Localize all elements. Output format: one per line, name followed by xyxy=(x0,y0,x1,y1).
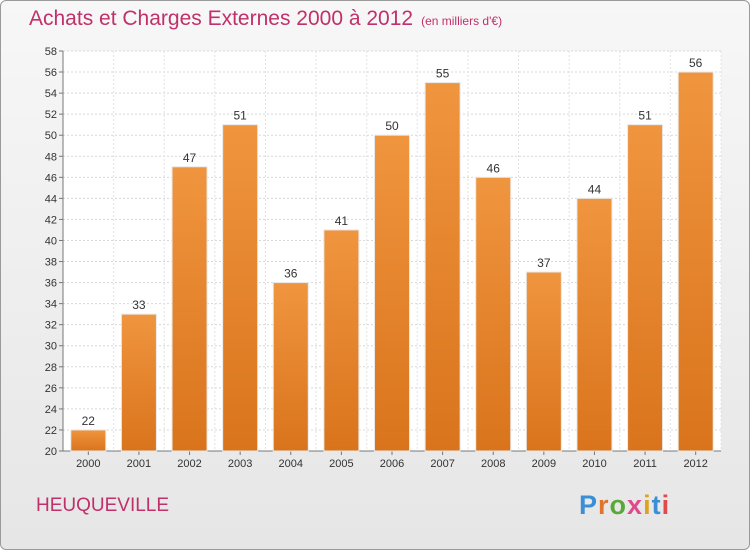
value-label-2000: 22 xyxy=(82,414,96,428)
bar-2000 xyxy=(70,429,107,452)
bar-2002 xyxy=(171,166,208,452)
logo-letter: x xyxy=(627,490,644,520)
logo-letter: i xyxy=(643,490,652,520)
x-tick-label-2012: 2012 xyxy=(683,458,707,470)
y-tick-label: 34 xyxy=(45,299,57,311)
bar-2007 xyxy=(424,82,461,452)
value-labels: 22 33 47 51 36 41 50 55 46 37 44 51 56 xyxy=(82,56,703,428)
x-tick-label-2007: 2007 xyxy=(430,458,454,470)
y-tick-label: 46 xyxy=(45,172,57,184)
y-tick-label: 24 xyxy=(45,404,57,416)
chart-title-text: Achats et Charges Externes 2000 à 2012 xyxy=(29,7,414,30)
proxiti-logo: Proxiti xyxy=(579,490,670,521)
y-tick-label: 32 xyxy=(45,320,57,332)
x-tick-label-2000: 2000 xyxy=(76,458,100,470)
bar-2006 xyxy=(374,134,410,452)
x-tick-label-2001: 2001 xyxy=(127,458,151,470)
value-label-2004: 36 xyxy=(284,267,298,281)
y-tick-label: 48 xyxy=(45,151,57,163)
commune-name: HEUQUEVILLE xyxy=(36,495,170,516)
x-tick-label-2004: 2004 xyxy=(279,458,303,470)
y-tick-label: 58 xyxy=(45,46,57,58)
x-tick-label-2006: 2006 xyxy=(380,458,404,470)
chart-title: Achats et Charges Externes 2000 à 2012 (e… xyxy=(29,7,502,31)
y-tick-label: 22 xyxy=(45,425,57,437)
value-label-2010: 44 xyxy=(588,182,602,196)
bar-2012 xyxy=(677,71,714,452)
bar-2011 xyxy=(627,124,664,452)
logo-letter: r xyxy=(598,490,610,520)
x-tick-label-2002: 2002 xyxy=(177,458,201,470)
chart-unit: (en milliers d'€) xyxy=(421,14,503,28)
bar-2005 xyxy=(323,229,360,452)
y-tick-label: 26 xyxy=(45,383,57,395)
y-tick-label: 56 xyxy=(45,67,57,79)
bar-2004 xyxy=(272,282,309,452)
bar-2001 xyxy=(120,313,157,452)
value-label-2007: 55 xyxy=(436,67,450,81)
value-label-2006: 50 xyxy=(385,119,399,133)
logo-letter: o xyxy=(609,490,628,520)
y-tick-label: 54 xyxy=(45,88,57,100)
value-label-2011: 51 xyxy=(638,109,652,123)
bar-2010 xyxy=(576,197,613,452)
value-label-2005: 41 xyxy=(335,214,349,228)
y-tick-label: 38 xyxy=(45,257,57,269)
value-label-2002: 47 xyxy=(183,151,197,165)
y-tick-label: 42 xyxy=(45,214,57,226)
logo-letter: i xyxy=(661,490,671,520)
value-label-2008: 46 xyxy=(487,161,501,175)
x-tick-label-2005: 2005 xyxy=(329,458,353,470)
x-tick-label-2008: 2008 xyxy=(481,458,505,470)
y-tick-label: 28 xyxy=(45,362,57,374)
value-label-2001: 33 xyxy=(132,298,146,312)
y-tick-label: 50 xyxy=(45,130,57,142)
y-tick-label: 20 xyxy=(45,446,57,458)
logo-letter: t xyxy=(651,490,662,520)
x-tick-label-2010: 2010 xyxy=(582,458,606,470)
x-tick-label-2011: 2011 xyxy=(633,458,657,470)
y-tick-label: 36 xyxy=(45,278,57,290)
bar-2009 xyxy=(525,271,562,452)
bars xyxy=(70,71,714,452)
y-tick-label: 40 xyxy=(45,235,57,247)
logo-letter: P xyxy=(579,490,599,520)
y-tick-label: 30 xyxy=(45,341,57,353)
y-tick-label: 52 xyxy=(45,109,57,121)
bar-2008 xyxy=(475,176,512,452)
bar-2003 xyxy=(222,124,259,452)
value-label-2003: 51 xyxy=(233,109,247,123)
x-tick-label-2009: 2009 xyxy=(532,458,556,470)
value-label-2009: 37 xyxy=(537,256,551,270)
y-tick-label: 44 xyxy=(45,193,57,205)
x-tick-label-2003: 2003 xyxy=(228,458,252,470)
value-label-2012: 56 xyxy=(689,56,703,70)
